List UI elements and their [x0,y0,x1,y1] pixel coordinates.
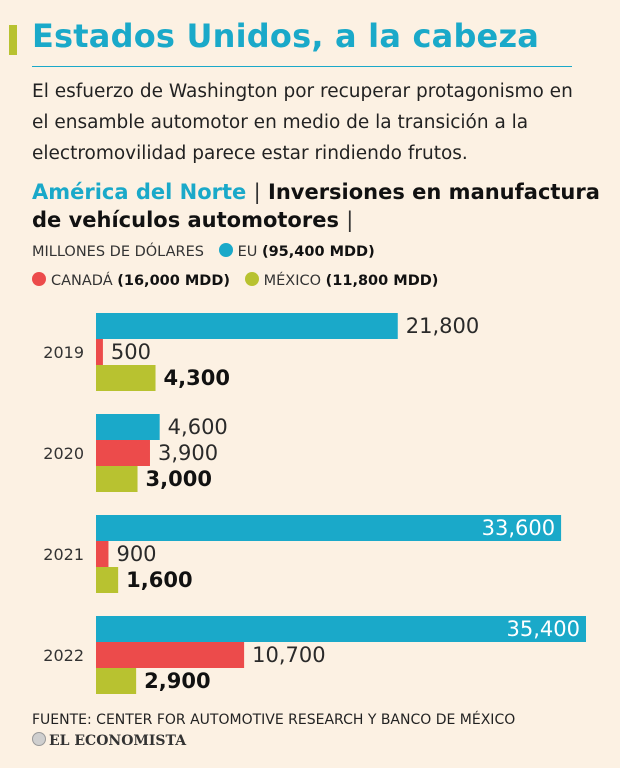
subtitle: El esfuerzo de Washington por recuperar … [32,81,573,164]
legend-eu-name: EU [237,244,258,260]
source-note: FUENTE: CENTER FOR AUTOMOTIVE RESEARCH Y… [32,712,516,728]
brand: EL ECONOMISTA [32,732,186,749]
label-eu-2021: 33,600 [482,516,555,540]
bar-canada-2022 [96,642,245,668]
year-label-2022: 2022 [43,646,84,665]
label-eu-2020: 4,600 [168,415,228,439]
bar-canada-2021 [96,541,109,567]
label-canada-2020: 3,900 [158,441,218,465]
legend-canada-swatch [32,272,46,286]
bar-mexico-2020 [96,466,138,492]
chart-heading-trailing-separator: | [346,208,354,232]
legend-canada-total: (16,000 MDD) [117,273,231,289]
label-canada-2022: 10,700 [252,643,325,667]
title-accent-bar [9,25,17,55]
legend-mexico-name: MÉXICO [263,273,322,289]
bar-eu-2022 [96,616,586,642]
chart-heading: América del Norte | Inversiones en manuf… [32,178,602,234]
legend-mexico-swatch [244,272,259,286]
page-title: Estados Unidos, a la cabeza [32,17,540,55]
label-mexico-2019: 4,300 [164,366,230,390]
bar-canada-2020 [96,440,150,466]
legend-eu-swatch [218,243,233,257]
label-eu-2022: 35,400 [507,617,580,641]
title-divider [32,66,572,67]
label-mexico-2021: 1,600 [126,568,192,592]
brand-logo-icon [32,732,46,746]
bar-mexico-2019 [96,365,156,391]
chart-title: Inversiones en manufactura de vehículos … [32,180,600,232]
label-mexico-2020: 3,000 [146,467,212,491]
label-eu-2019: 21,800 [406,314,479,338]
bar-eu-2020 [96,414,160,440]
label-canada-2019: 500 [111,340,151,364]
chart-heading-separator: | [253,180,261,204]
year-label-2020: 2020 [43,444,84,463]
legend-units: MILLONES DE DÓLARES [32,244,204,260]
legend-mexico-total: (11,800 MDD) [325,273,439,289]
chart-region: América del Norte [32,180,247,204]
legend-canada-name: CANADÁ [51,273,113,289]
legend-row-2: CANADÁ (16,000 MDD) MÉXICO (11,800 MDD) [32,272,438,289]
brand-name: EL ECONOMISTA [49,733,187,749]
legend-row-1: MILLONES DE DÓLARES EU (95,400 MDD) [32,243,375,260]
bar-mexico-2022 [96,668,137,694]
year-label-2019: 2019 [43,343,84,362]
bar-canada-2019 [96,339,103,365]
bar-mexico-2021 [96,567,119,593]
bar-eu-2019 [96,313,398,339]
legend-eu-total: (95,400 MDD) [261,244,375,260]
bar-eu-2021 [96,515,562,541]
label-mexico-2022: 2,900 [144,669,210,693]
year-label-2021: 2021 [43,545,84,564]
label-canada-2021: 900 [116,542,156,566]
